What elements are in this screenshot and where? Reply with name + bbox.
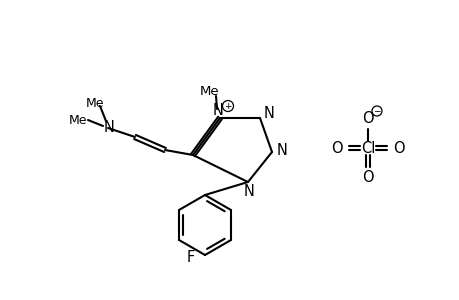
Text: O: O [361, 110, 373, 125]
Text: Cl: Cl [360, 140, 375, 155]
Text: Me: Me [200, 85, 219, 98]
Text: O: O [330, 140, 342, 155]
Text: +: + [224, 101, 231, 110]
Text: −: − [372, 106, 380, 115]
Text: Me: Me [68, 113, 87, 127]
Text: Me: Me [85, 97, 104, 110]
Text: N: N [212, 103, 223, 118]
Text: N: N [243, 184, 254, 199]
Text: N: N [103, 119, 114, 134]
Text: O: O [361, 170, 373, 185]
Text: N: N [263, 106, 274, 121]
Text: F: F [186, 250, 195, 265]
Text: O: O [392, 140, 404, 155]
Text: N: N [276, 142, 287, 158]
